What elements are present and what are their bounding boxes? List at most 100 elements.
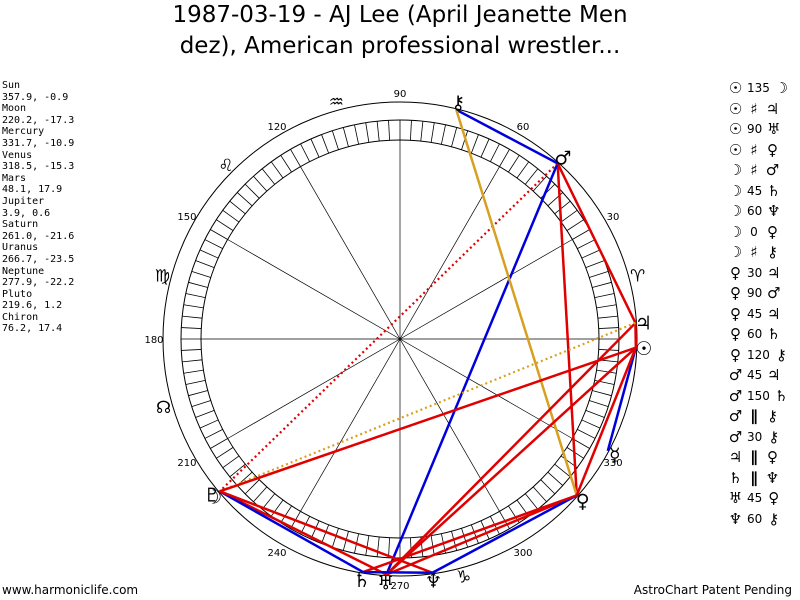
aspect-planet-2-icon: ♄ [767, 325, 781, 344]
ring-tick [480, 520, 490, 540]
ring-tick [440, 124, 446, 145]
planet-coords-sun: 357.9, -0.9 [2, 91, 69, 103]
house-spoke [399, 239, 573, 340]
degree-label: 90 [394, 89, 407, 100]
ring-tick [547, 471, 564, 486]
ring-tick [191, 270, 211, 278]
planet-coords-moon: 220.2, -17.3 [2, 114, 75, 126]
ring-tick [280, 505, 292, 523]
ring-tick [430, 535, 435, 556]
planet-coords-saturn: 261.0, -21.6 [2, 230, 75, 242]
aspect-planet-2-icon: ♄ [774, 386, 789, 405]
aspect-row: ♀ 30 ♃ [727, 263, 799, 284]
aspect-planet-2-icon: ♃ [767, 366, 781, 385]
aspect-row: ☉ 135 ☽ [727, 78, 799, 99]
planet-coords-venus: 318.5, -15.3 [2, 161, 75, 173]
planet-coords-jupiter: 3.9, 0.6 [2, 207, 51, 219]
planet-coords-uranus: 266.7, -23.5 [2, 253, 75, 265]
ring-tick [310, 520, 320, 540]
house-spoke [227, 338, 401, 439]
ring-tick [499, 149, 510, 167]
planet-moon-icon: ☽ [205, 486, 222, 508]
aspect-type: 45 [747, 183, 763, 198]
aspect-row: ♄ ∥ ♆ [727, 468, 799, 489]
aspect-row: ♀ 120 ⚷ [727, 345, 799, 366]
ring-tick [566, 219, 584, 231]
aspect-planet-1-icon: ♅ [728, 489, 743, 508]
aspect-planet-1-icon: ☉ [728, 140, 743, 159]
planet-name-pluto: Pluto [2, 288, 33, 300]
chart-title-line-1: 1987-03-19 - AJ Lee (April Jeanette Men [172, 2, 628, 28]
ring-tick [489, 143, 500, 162]
aspect-type: ∥ [750, 468, 758, 487]
ring-tick [388, 537, 390, 558]
ring-tick [376, 536, 380, 557]
degree-label: 330 [603, 458, 622, 469]
aspect-type: 150 [747, 388, 770, 403]
planet-mercury-icon: ☿ [609, 445, 621, 467]
aspect-planet-2-icon: ⚷ [775, 345, 787, 364]
ring-tick [581, 249, 601, 259]
footer-website: www.harmoniclife.com [2, 583, 139, 597]
aspect-planet-1-icon: ☉ [728, 79, 743, 98]
aspect-planet-2-icon: ♆ [765, 468, 780, 487]
degree-label: 300 [513, 548, 532, 559]
degree-label: 120 [267, 122, 286, 133]
aspect-line [455, 109, 578, 496]
ring-tick [185, 379, 206, 385]
degree-label: 270 [390, 581, 409, 592]
ring-tick [585, 409, 605, 418]
aspect-type: ♯ [750, 243, 758, 262]
aspect-row: ☽ ♯ ♂ [727, 160, 799, 181]
house-spoke [227, 239, 401, 340]
degree-label: 180 [144, 335, 163, 346]
planet-jupiter-icon: ♃ [635, 312, 652, 334]
aspect-line [556, 162, 637, 324]
aspect-row: ☉ ♯ ♀ [727, 140, 799, 161]
aspect-planet-1-icon: ♀ [730, 345, 741, 364]
aspect-planet-2-icon: ☽ [774, 79, 789, 98]
planet-positions-list: Sun 357.9, -0.9 Moon 220.2, -17.3 Mercury 331… [2, 80, 74, 335]
aspect-type: ∥ [750, 448, 758, 467]
house-spoke [300, 166, 401, 340]
aspect-planet-1-icon: ♀ [730, 263, 741, 282]
aspect-planet-1-icon: ♂ [728, 386, 743, 405]
aspect-type: 135 [747, 81, 770, 96]
aspect-planet-2-icon: ♆ [767, 202, 781, 221]
ring-tick [199, 249, 219, 259]
ring-tick [596, 369, 617, 374]
ring-tick [183, 304, 204, 309]
ring-tick [365, 122, 370, 143]
ring-tick [577, 239, 596, 250]
zodiac-sign-icon: ♍ [155, 266, 170, 286]
degree-label: 60 [517, 122, 530, 133]
ring-tick [365, 535, 370, 556]
ring-tick [596, 304, 617, 309]
aspect-planet-1-icon: ☉ [728, 120, 743, 139]
aspect-type: 0 [750, 224, 758, 239]
aspect-row: ♂ ∥ ⚷ [727, 406, 799, 427]
ring-tick [597, 315, 618, 319]
planet-name-venus: Venus [2, 149, 33, 161]
aspect-planet-1-icon: ☽ [728, 181, 743, 200]
aspect-planet-2-icon: ⚷ [767, 407, 778, 426]
ring-tick [253, 175, 268, 192]
planet-coords-mercury: 331.7, -10.9 [2, 137, 75, 149]
aspect-line [431, 494, 578, 574]
ring-tick [229, 200, 246, 215]
ring-tick [253, 486, 268, 503]
planet-coords-neptune: 277.9, -22.2 [2, 277, 75, 289]
ring-tick [310, 138, 320, 158]
aspect-planet-1-icon: ♂ [728, 366, 743, 385]
ring-tick [354, 124, 360, 145]
ring-tick [554, 463, 571, 478]
aspect-row: ♂ 45 ♃ [727, 365, 799, 386]
ring-tick [451, 127, 458, 147]
aspect-row: ♃ ∥ ♀ [727, 447, 799, 468]
outer-circle [162, 101, 638, 577]
ring-tick [572, 229, 590, 240]
aspect-planet-1-icon: ♃ [728, 448, 743, 467]
planet-name-uranus: Uranus [2, 242, 39, 254]
ring-tick [376, 121, 380, 142]
zodiac-sign-icon: ♒ [329, 92, 344, 112]
